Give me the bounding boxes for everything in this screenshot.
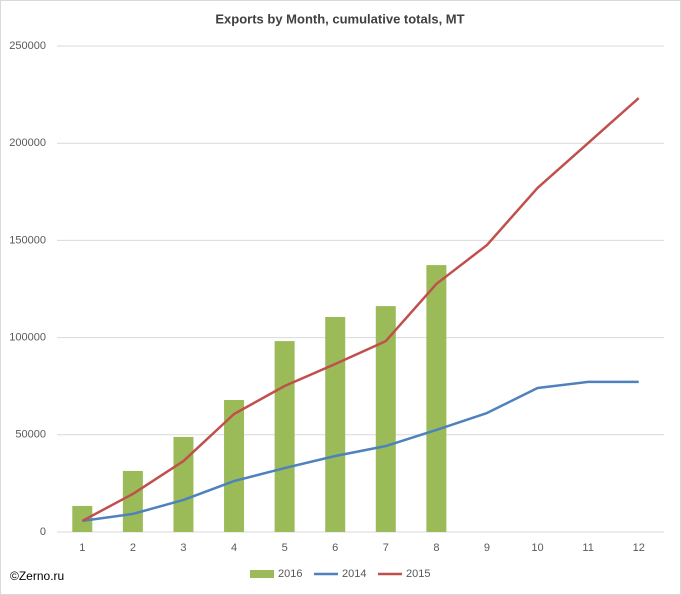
x-tick-label: 12 — [633, 542, 645, 554]
line — [81, 97, 640, 523]
x-tick-label: 6 — [332, 542, 338, 554]
bar — [274, 341, 295, 532]
x-tick-label: 1 — [79, 542, 85, 554]
bar — [173, 436, 194, 532]
bar — [224, 400, 245, 532]
x-tick-label: 11 — [582, 542, 593, 554]
x-tick-label: 3 — [180, 542, 186, 554]
legend-label: 2014 — [342, 568, 366, 580]
x-tick-label: 9 — [484, 542, 490, 554]
line — [82, 380, 639, 523]
x-tick-label: 5 — [282, 542, 288, 554]
x-tick-label: 8 — [433, 542, 439, 554]
x-tick-label: 4 — [231, 542, 237, 554]
bar — [325, 316, 346, 532]
y-tick-label: 150000 — [9, 234, 46, 246]
y-tick-label: 100000 — [9, 332, 46, 344]
y-tick-label: 0 — [40, 526, 46, 538]
x-tick-label: 10 — [531, 542, 543, 554]
bar — [375, 306, 396, 532]
bar — [72, 505, 93, 532]
y-tick-label: 250000 — [9, 40, 46, 52]
chart-title: Exports by Month, cumulative totals, MT — [215, 11, 464, 26]
credit: ©Zerno.ru — [10, 569, 64, 583]
bar — [122, 470, 143, 532]
x-tick-label: 7 — [383, 542, 389, 554]
legend-label: 2016 — [278, 568, 302, 580]
legend-label: 2015 — [406, 568, 430, 580]
y-tick-label: 200000 — [9, 137, 46, 149]
x-tick-label: 2 — [130, 542, 136, 554]
bar — [426, 265, 447, 532]
y-tick-label: 50000 — [15, 429, 46, 441]
legend-swatch — [250, 570, 274, 578]
